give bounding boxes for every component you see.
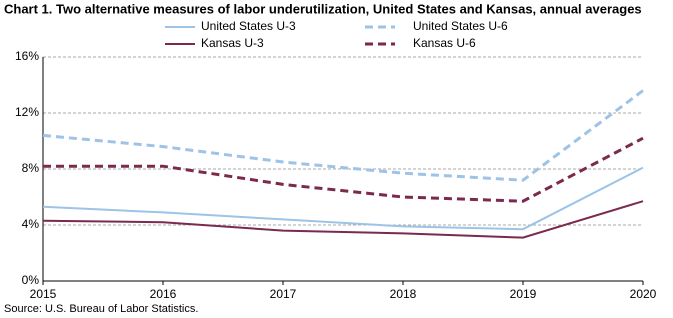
legend-label: United States U-3 [201,19,296,33]
x-tick-label: 2015 [30,287,57,301]
series-line [42,89,644,182]
series-line [42,200,644,239]
legend-label: United States U-6 [413,19,508,33]
y-tick-label: 12% [15,105,39,119]
source-note: Source: U.S. Bureau of Labor Statistics. [4,303,198,315]
y-tick-label: 0% [22,273,40,287]
series-line [42,166,644,231]
y-tick-label: 4% [22,217,40,231]
chart-title: Chart 1. Two alternative measures of lab… [4,1,642,16]
legend-label: Kansas U-3 [201,36,264,50]
x-tick-label: 2020 [630,287,657,301]
legend-label: Kansas U-6 [413,36,476,50]
y-tick-label: 16% [15,49,39,63]
x-tick-label: 2019 [510,287,537,301]
x-tick-label: 2017 [270,287,297,301]
series-line [43,136,644,203]
x-tick-label: 2018 [390,287,417,301]
y-tick-label: 8% [22,161,40,175]
x-tick-label: 2016 [150,287,177,301]
